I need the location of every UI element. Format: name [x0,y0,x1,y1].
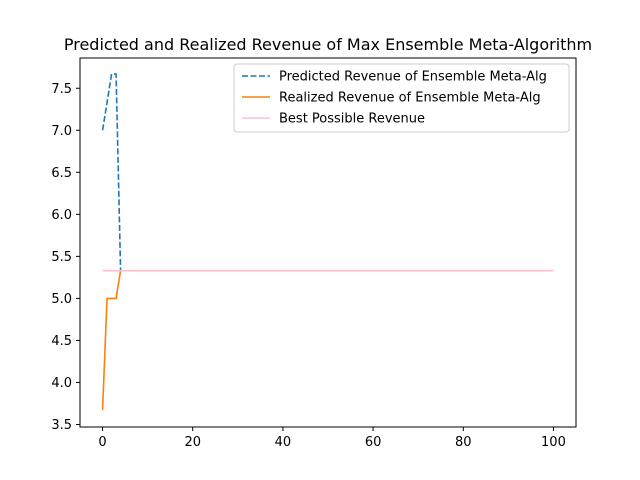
y-tick-label: 4.0 [51,376,72,391]
x-tick-label: 20 [184,435,201,450]
chart-title: Predicted and Realized Revenue of Max En… [64,35,592,54]
x-tick-label: 0 [98,435,106,450]
x-tick-label: 60 [365,435,382,450]
legend-label-2: Realized Revenue of Ensemble Meta-Alg [279,91,541,106]
x-tick-label: 80 [455,435,472,450]
legend-label-3: Best Possible Revenue [279,112,425,127]
y-tick-label: 6.5 [51,166,72,181]
y-tick-label: 3.5 [51,418,72,433]
series-line-2 [101,270,122,411]
y-tick-label: 4.5 [51,334,72,349]
x-tick-label: 100 [541,435,566,450]
axes: 0 20 40 60 80 100 3.5 4.0 4.5 5.0 5.5 6.0 6.5 7.0 7.5 [51,57,577,450]
plot-area [101,73,554,411]
legend: Predicted Revenue of Ensemble Meta-Alg Re… [233,63,570,133]
series-line-1 [101,73,122,271]
axes-frame [79,57,577,428]
y-tick-label: 7.5 [51,82,72,97]
x-tick-label: 40 [275,435,292,450]
y-tick-label: 7.0 [51,124,72,139]
legend-label-1: Predicted Revenue of Ensemble Meta-Alg [279,70,547,85]
y-tick-label: 5.0 [51,292,72,307]
legend-box [233,63,570,133]
y-tick-label: 6.0 [51,208,72,223]
y-tick-label: 5.5 [51,250,72,265]
